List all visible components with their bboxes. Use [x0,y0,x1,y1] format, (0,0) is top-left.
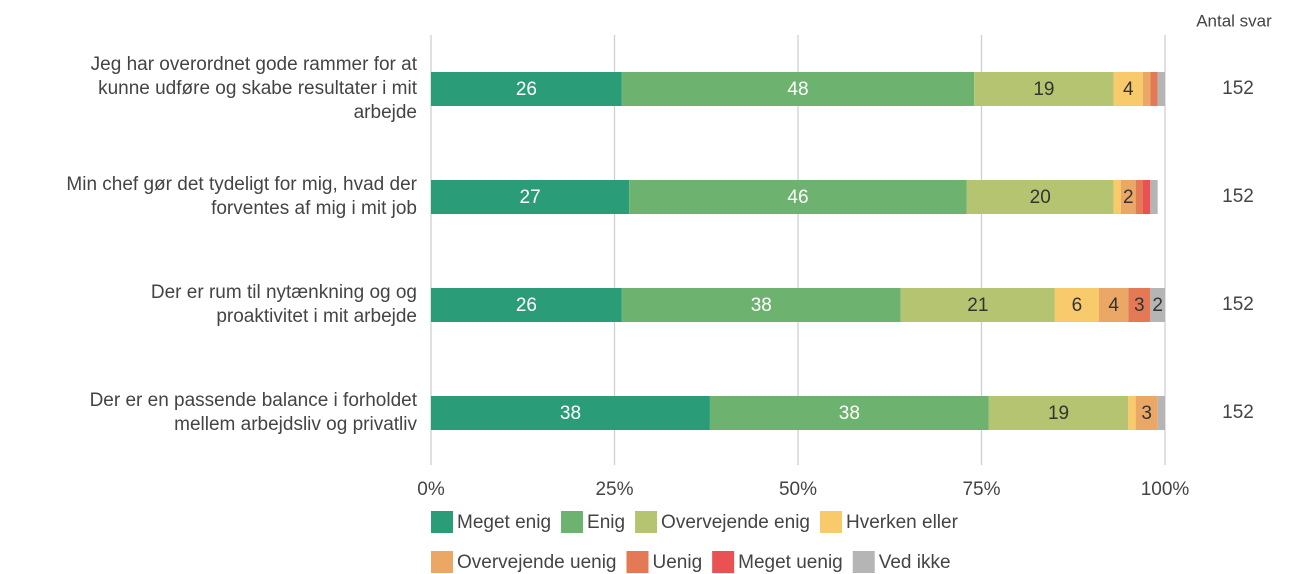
data-label: 2 [1123,187,1134,208]
bar-segment [431,180,630,214]
legend-swatch [431,511,453,533]
bar-segment [621,288,901,322]
data-label: 26 [516,79,537,100]
data-label: 46 [787,187,808,208]
x-tick-label: 25% [595,479,633,500]
data-label: 38 [751,295,772,316]
bar-segment [1113,72,1143,106]
legend-swatch [712,551,735,573]
bar-segment [1113,180,1121,214]
legend-label: Ved ikke [879,552,951,573]
count-label: 152 [1222,402,1254,423]
legend-label: Uenig [653,552,703,573]
data-label: 4 [1123,79,1134,100]
legend-swatch [852,551,875,573]
data-label: 27 [520,187,541,208]
bar-segment [1150,288,1165,322]
data-label: 19 [1033,79,1054,100]
data-label: 6 [1072,295,1083,316]
x-tick-label: 0% [417,479,445,500]
bar-segment [966,180,1114,214]
data-label: 19 [1048,403,1069,424]
data-label: 20 [1030,187,1051,208]
bar-segment [1128,288,1151,322]
data-label: 3 [1141,403,1152,424]
bar-segment [1150,180,1158,214]
count-label: 152 [1222,78,1254,99]
category-label: Min chef gør det tydeligt for mig, hvad … [66,174,417,219]
bar-segment [1054,288,1099,322]
bar-segment [431,396,710,430]
bar-segment [1157,396,1165,430]
bar-segment [709,396,989,430]
data-label: 38 [839,403,860,424]
bar-segment [1135,396,1158,430]
count-label: 152 [1222,186,1254,207]
legend-swatch [635,511,658,533]
bar-segment [629,180,967,214]
bar-segment [900,288,1055,322]
data-label: 38 [560,403,581,424]
legend-label: Meget uenig [738,552,843,573]
legend-label: Hverken eller [846,512,959,533]
data-label: 26 [516,295,537,316]
bar-segment [1120,180,1136,214]
x-tick-label: 100% [1141,479,1190,500]
bar-segment [974,72,1114,106]
data-label: 4 [1108,295,1119,316]
legend-swatch [819,511,842,533]
x-tick-label: 75% [962,479,1000,500]
category-label: Der er en passende balance i forholdet me… [90,390,418,435]
data-label: 48 [787,79,808,100]
legend-label: Enig [587,512,625,533]
legend-swatch [561,511,584,533]
bar-segment [1128,396,1136,430]
bar-segment [1142,180,1151,214]
bar-segment [1098,288,1129,322]
count-label: 152 [1222,294,1254,315]
bar-segment [1157,72,1165,106]
legend-swatch [626,551,649,573]
x-tick-label: 50% [779,479,817,500]
data-label: 3 [1134,295,1145,316]
legend-label: Overvejende uenig [457,552,617,573]
legend-label: Meget enig [457,512,551,533]
bar-segment [1150,72,1158,106]
data-label: 2 [1152,295,1163,316]
category-label: Der er rum til nytænkning og og proaktivi… [151,282,417,327]
bar-segment [621,72,975,106]
data-label: 21 [967,295,988,316]
counts-title: Antal svar [1196,11,1272,30]
legend-swatch [431,551,453,573]
bar-segment [431,72,622,106]
bar-segment [988,396,1129,430]
category-label: Jeg har overordnet gode rammer for at kun… [91,54,418,123]
bar-segment [431,288,622,322]
bar-segment [1142,72,1151,106]
legend-label: Overvejende enig [661,512,810,533]
bar-segment [1135,180,1143,214]
